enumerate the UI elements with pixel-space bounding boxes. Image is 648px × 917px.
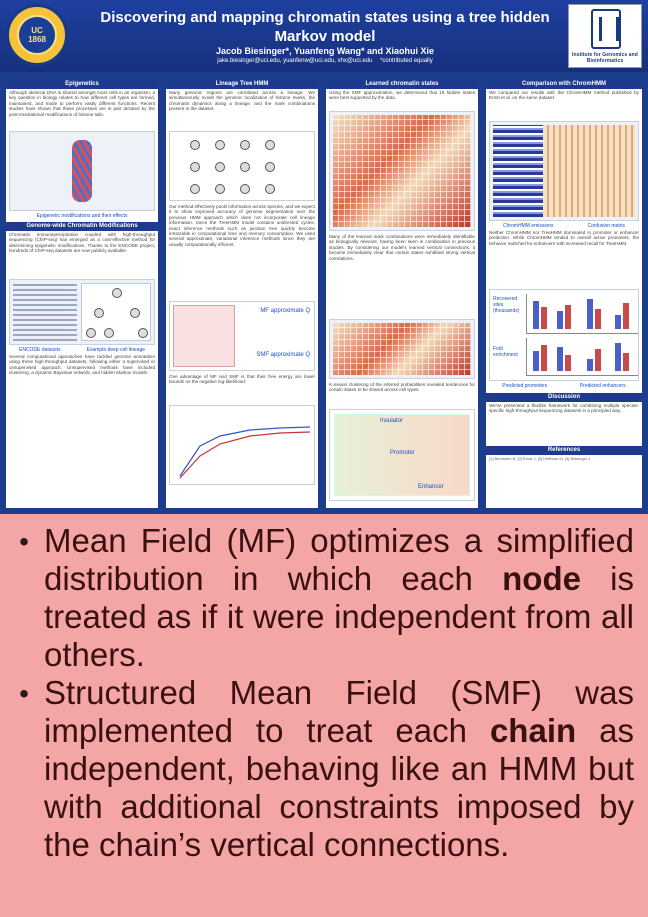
caption-example-lineage: Example deep cell lineage: [86, 347, 146, 353]
section-learned-states-heading: Learned chromatin states: [326, 80, 478, 89]
caption-confusion-matrix: Confusion matrix: [587, 223, 625, 229]
poster-column-4: Comparison with ChromHMM We compared our…: [486, 80, 642, 508]
igb-logo: Institute for Genomics and Bioinformatic…: [568, 4, 642, 68]
igb-logo-text: Institute for Genomics and Bioinformatic…: [572, 52, 638, 64]
vertical-connections-heatmap: [329, 319, 475, 379]
references-text: [1] Bernstein B. [2] Ernst J. [3] Hoffma…: [489, 456, 592, 461]
learned-states-discussion: Many of the learned mark combinations we…: [329, 234, 475, 261]
poster-emails: jake.biesinger@uci.edu, yuanfenw@uci.edu…: [80, 58, 570, 64]
poster-column-2: Lineage Tree HMM Many genomic regions ar…: [166, 80, 318, 508]
caption-insulator: Insulator: [380, 418, 404, 424]
bullet-marker: •: [19, 678, 29, 709]
comparison-text: We compared our results with the ChromHM…: [489, 90, 639, 101]
discussion-text: We've presented a flexible framework for…: [489, 403, 639, 414]
mf-smf-figure: MF approximate Q SMF approximate Q: [169, 301, 315, 371]
section-epigenetics-heading: Epigenetics: [6, 80, 158, 89]
tree-method-text: Our method effectively pools information…: [169, 204, 315, 247]
section-comparison-heading: Comparison with ChromHMM: [486, 80, 642, 89]
epigenetics-figure: [9, 131, 155, 211]
bullet-slide: • Mean Field (MF) optimizes a simplified…: [0, 514, 648, 917]
caption-recovered-sites: Recovered sites (thousands): [493, 296, 520, 314]
poster-column-3: Learned chromatin states Using the SMF a…: [326, 80, 478, 508]
promoter-enhancer-text: Neither ChromHMM nor TreeHMM dominated i…: [489, 230, 639, 246]
caption-smf-approximate: SMF approximate Q: [256, 352, 310, 358]
caption-fold-enrichment: Fold enrichment: [493, 346, 518, 358]
poster-thumbnail: UC 1868 Discovering and mapping chromatin…: [0, 0, 648, 514]
encode-figure: [9, 279, 155, 345]
caption-promoter: Promoter: [390, 450, 415, 456]
caption-mf-approximate: MF approximate Q: [260, 308, 310, 314]
state-map-figure: Insulator Promoter Enhancer: [329, 409, 475, 501]
section-references-heading: References: [486, 446, 642, 455]
section-discussion-heading: Discussion: [486, 393, 642, 402]
comparison-captions: ChromHMM emissions Confusion matrix: [486, 223, 642, 229]
bullet-text-mean-field: Mean Field (MF) optimizes a simplified d…: [44, 522, 635, 673]
encode-captions: ENCODE datasets Example deep cell lineag…: [6, 347, 158, 353]
genome-wide-text: Chromatin immunoprecipitation coupled wi…: [9, 232, 155, 254]
caption-encode-datasets: ENCODE datasets: [18, 347, 61, 353]
poster-title: Discovering and mapping chromatin states…: [100, 9, 550, 45]
poster-header: UC 1868 Discovering and mapping chromatin…: [0, 0, 648, 72]
tree-hmm-figure: [169, 131, 315, 201]
bullet-item-structured-mean-field: • Structured Mean Field (SMF) was implem…: [4, 674, 634, 864]
kmeans-text: K-means clustering of the inferred proba…: [329, 382, 475, 393]
author-emails: jake.biesinger@uci.edu, yuanfenw@uci.edu…: [217, 58, 373, 64]
smf-advantage-text: One advantage of MF and SMF is that thei…: [169, 374, 315, 385]
learned-states-heatmap: [329, 111, 475, 231]
section-genome-wide-heading: Genome-wide Chromatin Modifications: [6, 222, 158, 231]
bar-charts-figure: Recovered sites (thousands) Fold enrichm…: [489, 289, 639, 381]
contributed-note: *contributed equally: [380, 58, 433, 64]
caption-chromhmm-emissions: ChromHMM emissions: [502, 223, 554, 229]
lineage-tree-text: Many genomic regions are correlated acro…: [169, 90, 315, 112]
bullet-item-mean-field: • Mean Field (MF) optimizes a simplified…: [4, 522, 634, 674]
bar-captions: Predicted promoters Predicted enhancers: [486, 383, 642, 389]
caption-enhancer: Enhancer: [418, 484, 444, 490]
approaches-text: Several computational approaches have ta…: [9, 354, 155, 376]
section-lineage-tree-heading: Lineage Tree HMM: [166, 80, 318, 89]
caption-predicted-promoters: Predicted promoters: [502, 383, 548, 389]
learned-states-text: Using the SMF approximation, we determin…: [329, 90, 475, 101]
epigenetics-text: Although identical DNA is shared amongst…: [9, 90, 155, 117]
poster-authors: Jacob Biesinger*, Yuanfeng Wang* and Xia…: [215, 46, 435, 56]
comparison-heatmaps: [489, 121, 639, 221]
bullet-marker: •: [19, 526, 29, 557]
uci-seal-logo: UC 1868: [6, 4, 68, 66]
caption-epigenetic-modifications: Epigenetic modifications and their effec…: [36, 213, 128, 219]
bullet-text-structured-mean-field: Structured Mean Field (SMF) was implemen…: [44, 674, 634, 863]
caption-predicted-enhancers: Predicted enhancers: [579, 383, 626, 389]
energy-plot-figure: [169, 405, 315, 485]
poster-column-1: Epigenetics Although identical DNA is sh…: [6, 80, 158, 508]
